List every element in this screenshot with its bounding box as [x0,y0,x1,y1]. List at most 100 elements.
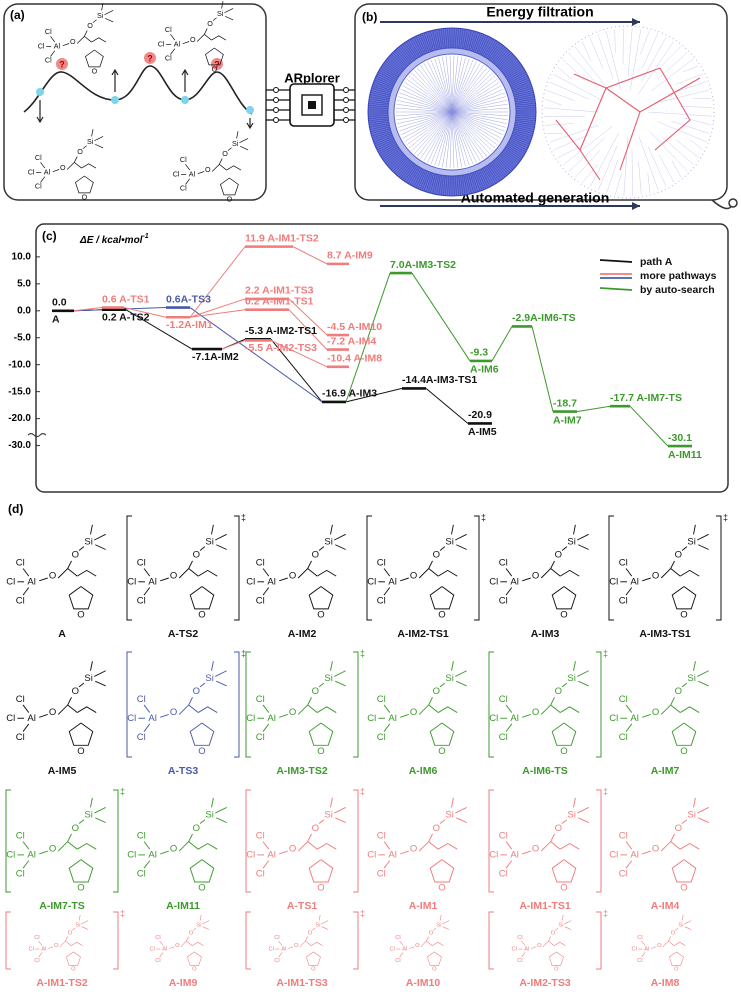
filtered-edge [628,28,632,77]
bond [170,34,174,40]
atom-label: Cl [29,947,34,953]
bond [308,561,312,569]
bond [560,707,579,713]
atom-label: Al [510,713,518,724]
bond [577,807,588,813]
atom-label: Cl [609,849,618,860]
atom-label: Al [27,713,35,724]
atom-label: Si [232,139,239,148]
bond [94,807,105,813]
bond [82,927,88,930]
atom-label: Cl [180,184,187,193]
ts-mark: ‡ [360,648,365,658]
bond [680,707,699,713]
atom-label: Si [217,9,224,18]
bond [682,915,683,921]
bond [335,681,345,686]
atom-label: Cl [377,694,386,705]
bond [331,661,333,671]
filtered-edge [656,90,710,103]
bond [216,545,226,550]
bond [300,941,311,947]
level-label: 11.9 A-IM1-TS2 [245,232,319,244]
atom-label: Si [558,923,563,929]
structure-label: A-TS3 [168,765,198,777]
atom-label: O [554,967,559,973]
bond [79,683,84,687]
ts-bracket [596,790,601,892]
bond [179,842,198,852]
bond [661,569,680,579]
bond [225,16,233,20]
y-tick-label: 5.0 [17,278,31,289]
atom-label: Cl [367,576,376,587]
bond [309,723,333,745]
atom-label: Al [630,849,638,860]
atom-label: O [289,844,296,855]
bond [23,842,29,850]
filtered-edge [642,34,658,69]
atom-label: O [312,550,319,561]
atom-label: O [68,931,73,937]
atom-label: Al [630,713,638,724]
atom-label: O [54,943,59,949]
atom-label: Si [84,810,92,821]
bond [565,927,571,930]
level-label: 0.0 [52,297,67,309]
atom-label: O [317,746,324,757]
bond [440,820,445,824]
ts-mark: ‡ [241,512,246,522]
atom-label: Cl [489,849,498,860]
ts-bracket [489,790,494,892]
atom-label: Cl [367,849,376,860]
atom-label: Cl [34,935,39,941]
bond [506,724,512,732]
atom-label: O [317,610,324,621]
atom-label: O [432,967,437,973]
level-label: -5.3 A-IM2-TS1 [245,325,317,337]
atom-label: Cl [377,830,386,841]
pathway-link [293,247,327,264]
atom-label: Cl [367,713,376,724]
atom-label: O [170,571,177,582]
bond [212,661,214,671]
filtered-edge [676,140,699,158]
bond [522,851,531,854]
bond [216,818,226,823]
bond [522,578,531,581]
atom-label: O [311,967,316,973]
atom-label: O [433,550,440,561]
atom-label: Cl [155,958,160,964]
bond [185,179,189,185]
atom-label: O [675,550,682,561]
bond [506,588,512,596]
bond [309,860,333,882]
atom-label: Cl [158,39,165,48]
atom-label: O [433,686,440,697]
wire-dot [274,98,279,103]
bond [215,671,226,677]
atom-label: O [438,610,445,621]
y-tick-label: -15.0 [8,386,31,397]
filtered-edge [575,150,600,177]
bond [560,570,579,576]
bond [144,588,150,596]
bond [430,723,454,745]
atom-label: O [652,707,659,718]
bond [455,807,466,813]
bond [682,683,687,687]
bond [443,927,449,930]
atom-label: Cl [256,694,265,705]
filtered-edge [582,42,591,61]
bond [548,937,550,942]
bond [626,705,632,713]
filtered-edge [683,66,698,72]
atom-label: Si [445,673,453,684]
atom-label: Cl [28,167,35,176]
y-tick-label: -20.0 [8,413,31,424]
filtered-edge [640,31,649,55]
bond [227,166,241,170]
